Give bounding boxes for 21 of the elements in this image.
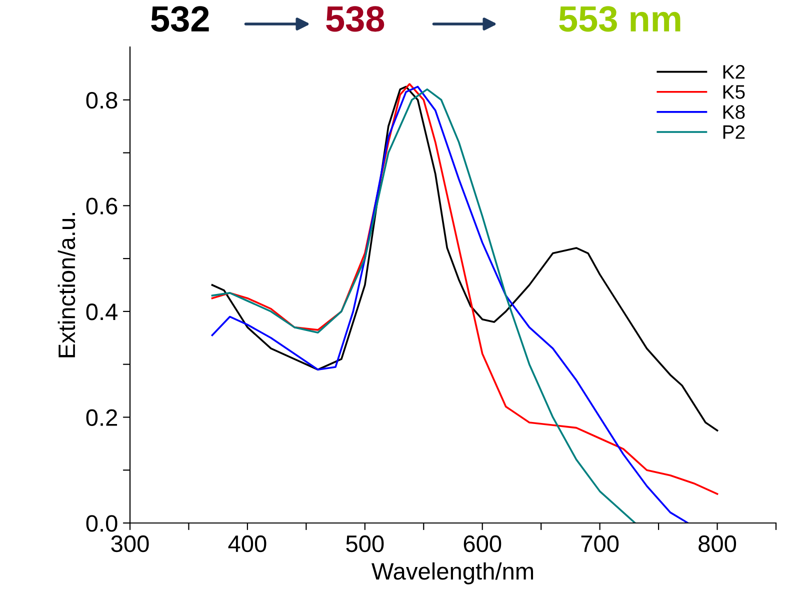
text: 532 [151,6,209,32]
y-tick-label: 0.4 [86,304,118,320]
line-series [211,86,718,432]
x-axis-title: Wavelength/nm [372,562,534,584]
legend-label: K2 [723,65,745,79]
x-tick-label: 700 [581,535,619,552]
legend-label: P2 [723,125,745,139]
y-tick-label: 0.2 [86,409,118,426]
x-tick-label: 300 [111,535,149,552]
y-tick-label: 0.8 [86,92,118,109]
x-tick-label: 500 [346,535,384,552]
x-tick-label: 800 [698,535,736,552]
x-tick-label: 400 [228,535,266,552]
y-tick-label: 0.6 [86,198,118,214]
text: 538 [326,6,384,32]
text: 553 nm [559,6,680,32]
y-axis-title: Extinction/a.u. [58,213,76,358]
x-tick-label: 600 [464,535,502,552]
legend-label: K5 [723,85,745,99]
y-tick-label: 0.0 [86,515,118,532]
legend-label: K8 [723,105,745,119]
